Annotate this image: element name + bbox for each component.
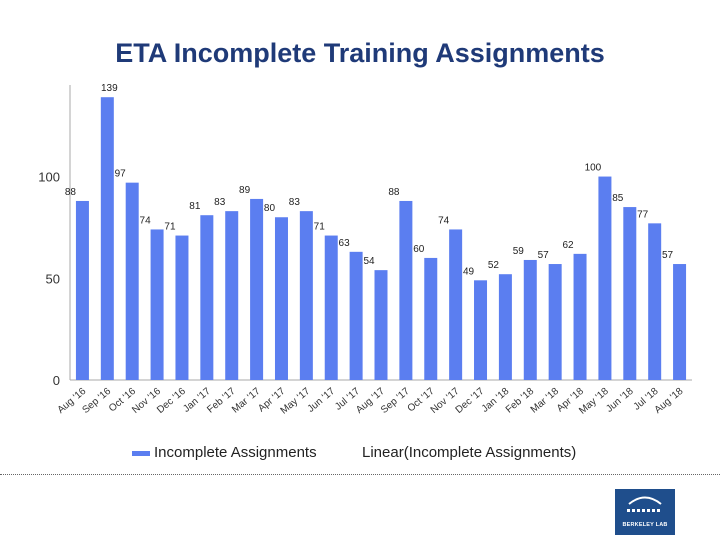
x-tick-label: Sep '16 bbox=[80, 386, 113, 416]
data-label: 54 bbox=[363, 256, 375, 267]
data-label: 59 bbox=[513, 246, 525, 257]
data-label: 74 bbox=[140, 215, 152, 226]
bar bbox=[225, 211, 239, 380]
data-label: 88 bbox=[65, 187, 77, 198]
y-tick-label: 0 bbox=[53, 373, 60, 388]
x-tick-label: Dec '16 bbox=[155, 386, 188, 416]
bar bbox=[623, 207, 637, 380]
bar bbox=[449, 229, 463, 380]
bar bbox=[474, 280, 488, 380]
bar bbox=[100, 97, 114, 380]
bar bbox=[399, 200, 413, 380]
data-label: 63 bbox=[339, 238, 351, 249]
data-label: 89 bbox=[239, 185, 251, 196]
data-label: 81 bbox=[189, 201, 201, 212]
data-label: 139 bbox=[101, 83, 118, 94]
data-label: 57 bbox=[662, 250, 674, 261]
logo-text: BERKELEY LAB bbox=[622, 522, 668, 528]
data-label: 71 bbox=[314, 222, 326, 233]
data-label: 83 bbox=[289, 197, 301, 208]
data-label: 80 bbox=[264, 203, 276, 214]
y-tick-label: 50 bbox=[46, 271, 60, 286]
lab-building-icon bbox=[627, 496, 662, 512]
x-tick-label: Mar '17 bbox=[230, 386, 263, 416]
data-label: 60 bbox=[413, 244, 425, 255]
bar bbox=[573, 253, 587, 380]
x-tick-label: Mar '18 bbox=[529, 386, 562, 416]
data-label: 83 bbox=[214, 197, 226, 208]
bar bbox=[598, 176, 612, 380]
chart-title: ETA Incomplete Training Assignments bbox=[115, 38, 605, 68]
data-label: 77 bbox=[637, 209, 649, 220]
bar bbox=[673, 264, 687, 380]
bar bbox=[424, 257, 438, 380]
legend-label-linear: Linear(Incomplete Assignments) bbox=[362, 444, 577, 461]
bar bbox=[523, 259, 537, 380]
data-label: 97 bbox=[115, 169, 127, 180]
data-label: 74 bbox=[438, 215, 450, 226]
bar bbox=[75, 200, 89, 380]
legend: Incomplete Assignments Linear(Incomplete… bbox=[130, 444, 630, 464]
x-tick-label: Aug '18 bbox=[653, 386, 686, 416]
bar bbox=[648, 223, 662, 380]
bar bbox=[150, 229, 164, 380]
bar bbox=[274, 217, 288, 380]
footer-divider bbox=[0, 474, 720, 475]
legend-swatch-incomplete bbox=[132, 451, 150, 456]
bar bbox=[299, 211, 313, 380]
data-label: 62 bbox=[562, 240, 574, 251]
legend-label-incomplete: Incomplete Assignments bbox=[154, 444, 317, 461]
bar bbox=[250, 198, 264, 380]
x-tick-label: Sep '17 bbox=[379, 386, 412, 416]
bar bbox=[349, 251, 363, 380]
bar bbox=[200, 215, 214, 380]
bar bbox=[374, 270, 388, 380]
bar bbox=[125, 182, 139, 380]
data-label: 100 bbox=[585, 163, 602, 174]
y-tick-label: 100 bbox=[38, 170, 60, 185]
bar bbox=[324, 235, 338, 380]
bar bbox=[498, 274, 512, 380]
data-label: 57 bbox=[538, 250, 550, 261]
x-tick-label: Dec '17 bbox=[454, 386, 487, 416]
x-tick-label: Jun '18 bbox=[604, 386, 636, 415]
bar bbox=[548, 264, 562, 380]
data-label: 71 bbox=[164, 222, 176, 233]
data-label: 88 bbox=[388, 187, 400, 198]
bar bbox=[175, 235, 189, 380]
berkeley-lab-logo: BERKELEY LAB bbox=[615, 489, 675, 535]
data-label: 85 bbox=[612, 193, 624, 204]
data-label: 52 bbox=[488, 260, 500, 271]
x-tick-label: Jun '17 bbox=[306, 386, 338, 415]
data-label: 49 bbox=[463, 266, 475, 277]
